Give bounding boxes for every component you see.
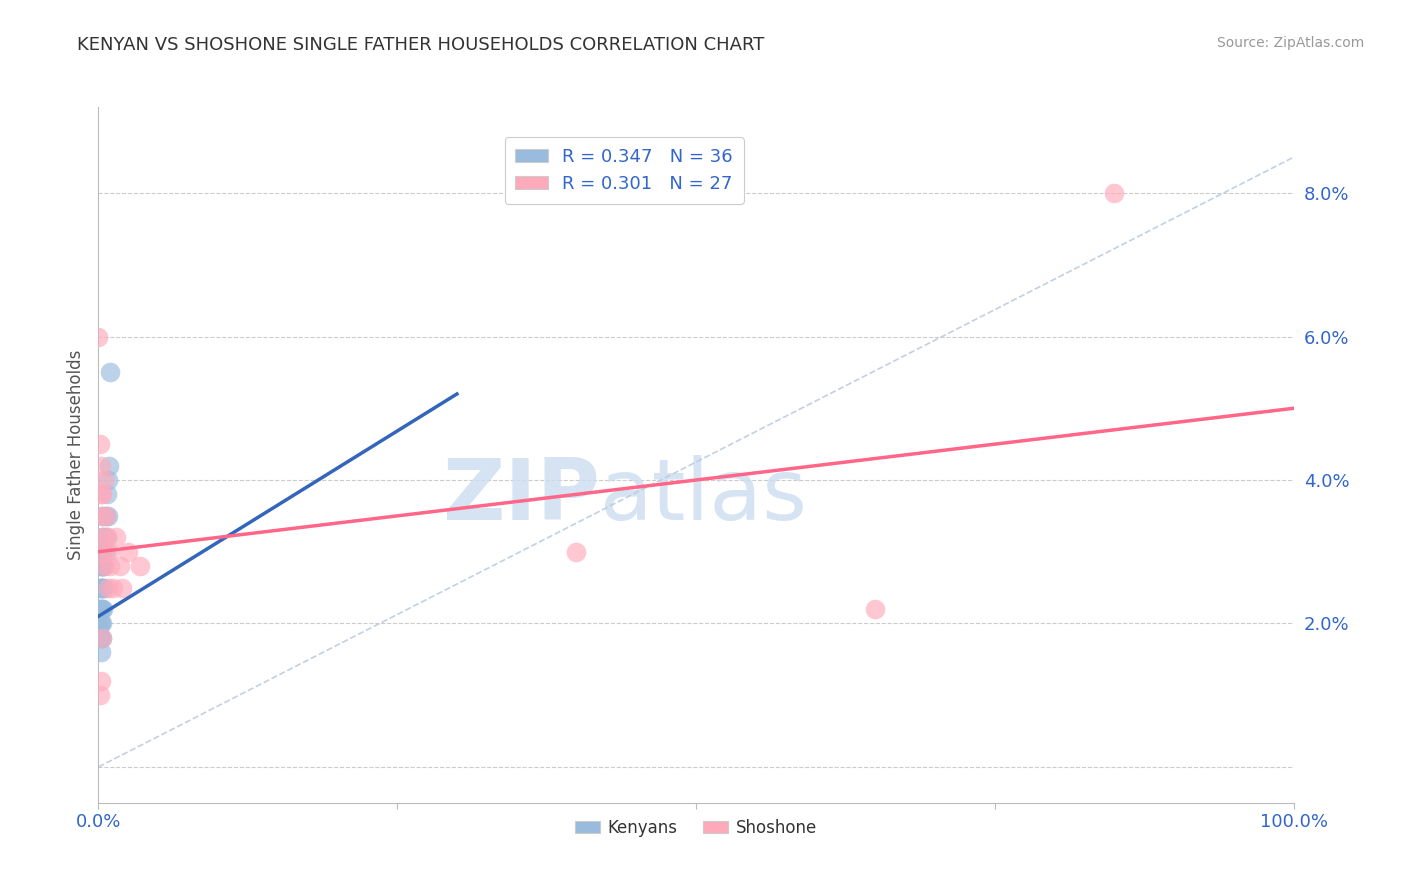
Point (89, 688, 111, 702)
Point (94, 508, 117, 523)
Text: KENYAN VS SHOSHONE SINGLE FATHER HOUSEHOLDS CORRELATION CHART: KENYAN VS SHOSHONE SINGLE FATHER HOUSEHO… (77, 36, 765, 54)
Point (108, 559, 131, 574)
Point (94, 508, 117, 523)
Legend: Kenyans, Shoshone: Kenyans, Shoshone (568, 812, 824, 843)
Y-axis label: Single Father Households: Single Father Households (66, 350, 84, 560)
Point (91, 530, 114, 544)
Point (89, 581, 111, 595)
Point (93, 559, 115, 574)
Point (129, 559, 152, 574)
Point (98, 458, 121, 473)
Point (89, 559, 111, 574)
Point (90, 559, 112, 574)
Point (91, 545, 114, 559)
Point (91, 508, 114, 523)
Point (565, 545, 588, 559)
Point (93, 581, 115, 595)
Point (91, 581, 114, 595)
Point (90, 602, 112, 616)
Point (97, 473, 120, 487)
Point (90, 645, 112, 659)
Point (117, 545, 139, 559)
Point (91, 559, 114, 574)
Point (97, 508, 120, 523)
Point (98, 559, 122, 574)
Point (91, 581, 114, 595)
Point (89, 616, 111, 631)
Point (91, 508, 114, 523)
Point (90, 487, 112, 501)
Point (89, 602, 111, 616)
Point (87, 616, 110, 631)
Text: atlas: atlas (600, 455, 808, 538)
Point (94, 545, 117, 559)
Text: ZIP: ZIP (443, 455, 600, 538)
Point (96, 530, 118, 544)
Point (90, 673, 112, 688)
Point (87, 602, 110, 616)
Point (91, 602, 114, 616)
Point (98, 366, 122, 380)
Point (98, 545, 121, 559)
Point (91, 530, 114, 544)
Point (91, 602, 114, 616)
Point (1104, 186, 1126, 200)
Point (91, 616, 114, 631)
Point (89, 631, 111, 645)
Point (91, 559, 114, 574)
Point (93, 530, 115, 544)
Point (93, 473, 115, 487)
Point (865, 602, 887, 616)
Point (97, 581, 120, 595)
Point (96, 487, 118, 501)
Point (91, 487, 114, 501)
Point (96, 530, 118, 544)
Point (90, 631, 112, 645)
Point (90, 545, 112, 559)
Point (89, 437, 111, 451)
Point (105, 530, 128, 544)
Point (91, 545, 114, 559)
Point (101, 581, 124, 595)
Point (93, 559, 115, 574)
Text: Source: ZipAtlas.com: Source: ZipAtlas.com (1216, 36, 1364, 50)
Point (90, 458, 112, 473)
Point (91, 631, 114, 645)
Point (111, 581, 134, 595)
Point (90, 616, 112, 631)
Point (87, 329, 110, 343)
Point (91, 631, 114, 645)
Point (90, 581, 112, 595)
